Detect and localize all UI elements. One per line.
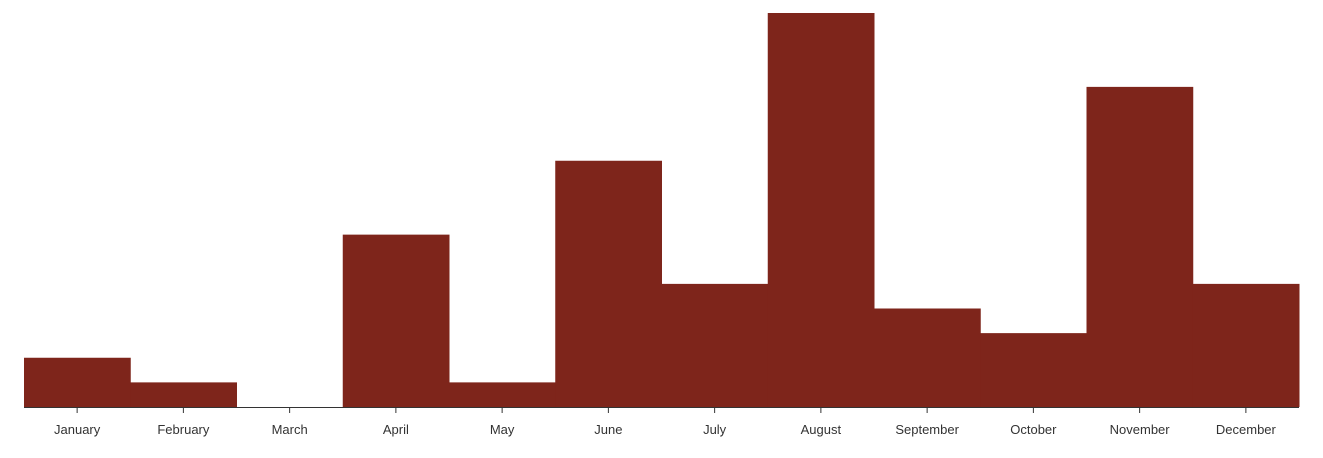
bar-april: [342, 234, 450, 408]
bar-august: [767, 13, 875, 407]
bar-october: [980, 333, 1087, 408]
x-tick-label-march: March: [272, 422, 308, 437]
x-tick-label-november: November: [1110, 422, 1171, 437]
x-tick-label-july: July: [703, 422, 727, 437]
bar-june: [555, 160, 662, 407]
x-tick-label-january: January: [54, 422, 101, 437]
bar-february: [130, 382, 237, 408]
bar-july: [661, 283, 769, 408]
x-tick-label-april: April: [383, 422, 409, 437]
x-tick-label-december: December: [1216, 422, 1277, 437]
x-tick-label-june: June: [594, 422, 622, 437]
x-tick-label-february: February: [157, 422, 210, 437]
x-tick-label-september: September: [895, 422, 959, 437]
x-tick-label-october: October: [1010, 422, 1057, 437]
bar-november: [1086, 86, 1194, 408]
bars-group: [24, 13, 1300, 408]
bar-september: [874, 308, 981, 407]
x-tick-label-may: May: [490, 422, 515, 437]
bar-december: [1192, 283, 1300, 408]
x-tick-label-august: August: [801, 422, 842, 437]
bar-may: [449, 382, 556, 408]
x-axis-ticks: January February March April May June July Augu…: [54, 407, 1277, 437]
bar-january: [24, 357, 131, 407]
